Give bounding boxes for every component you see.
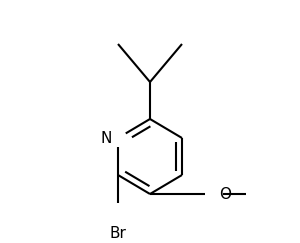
Text: Br: Br	[110, 226, 126, 241]
Text: N: N	[100, 130, 112, 146]
Text: O: O	[219, 186, 231, 201]
